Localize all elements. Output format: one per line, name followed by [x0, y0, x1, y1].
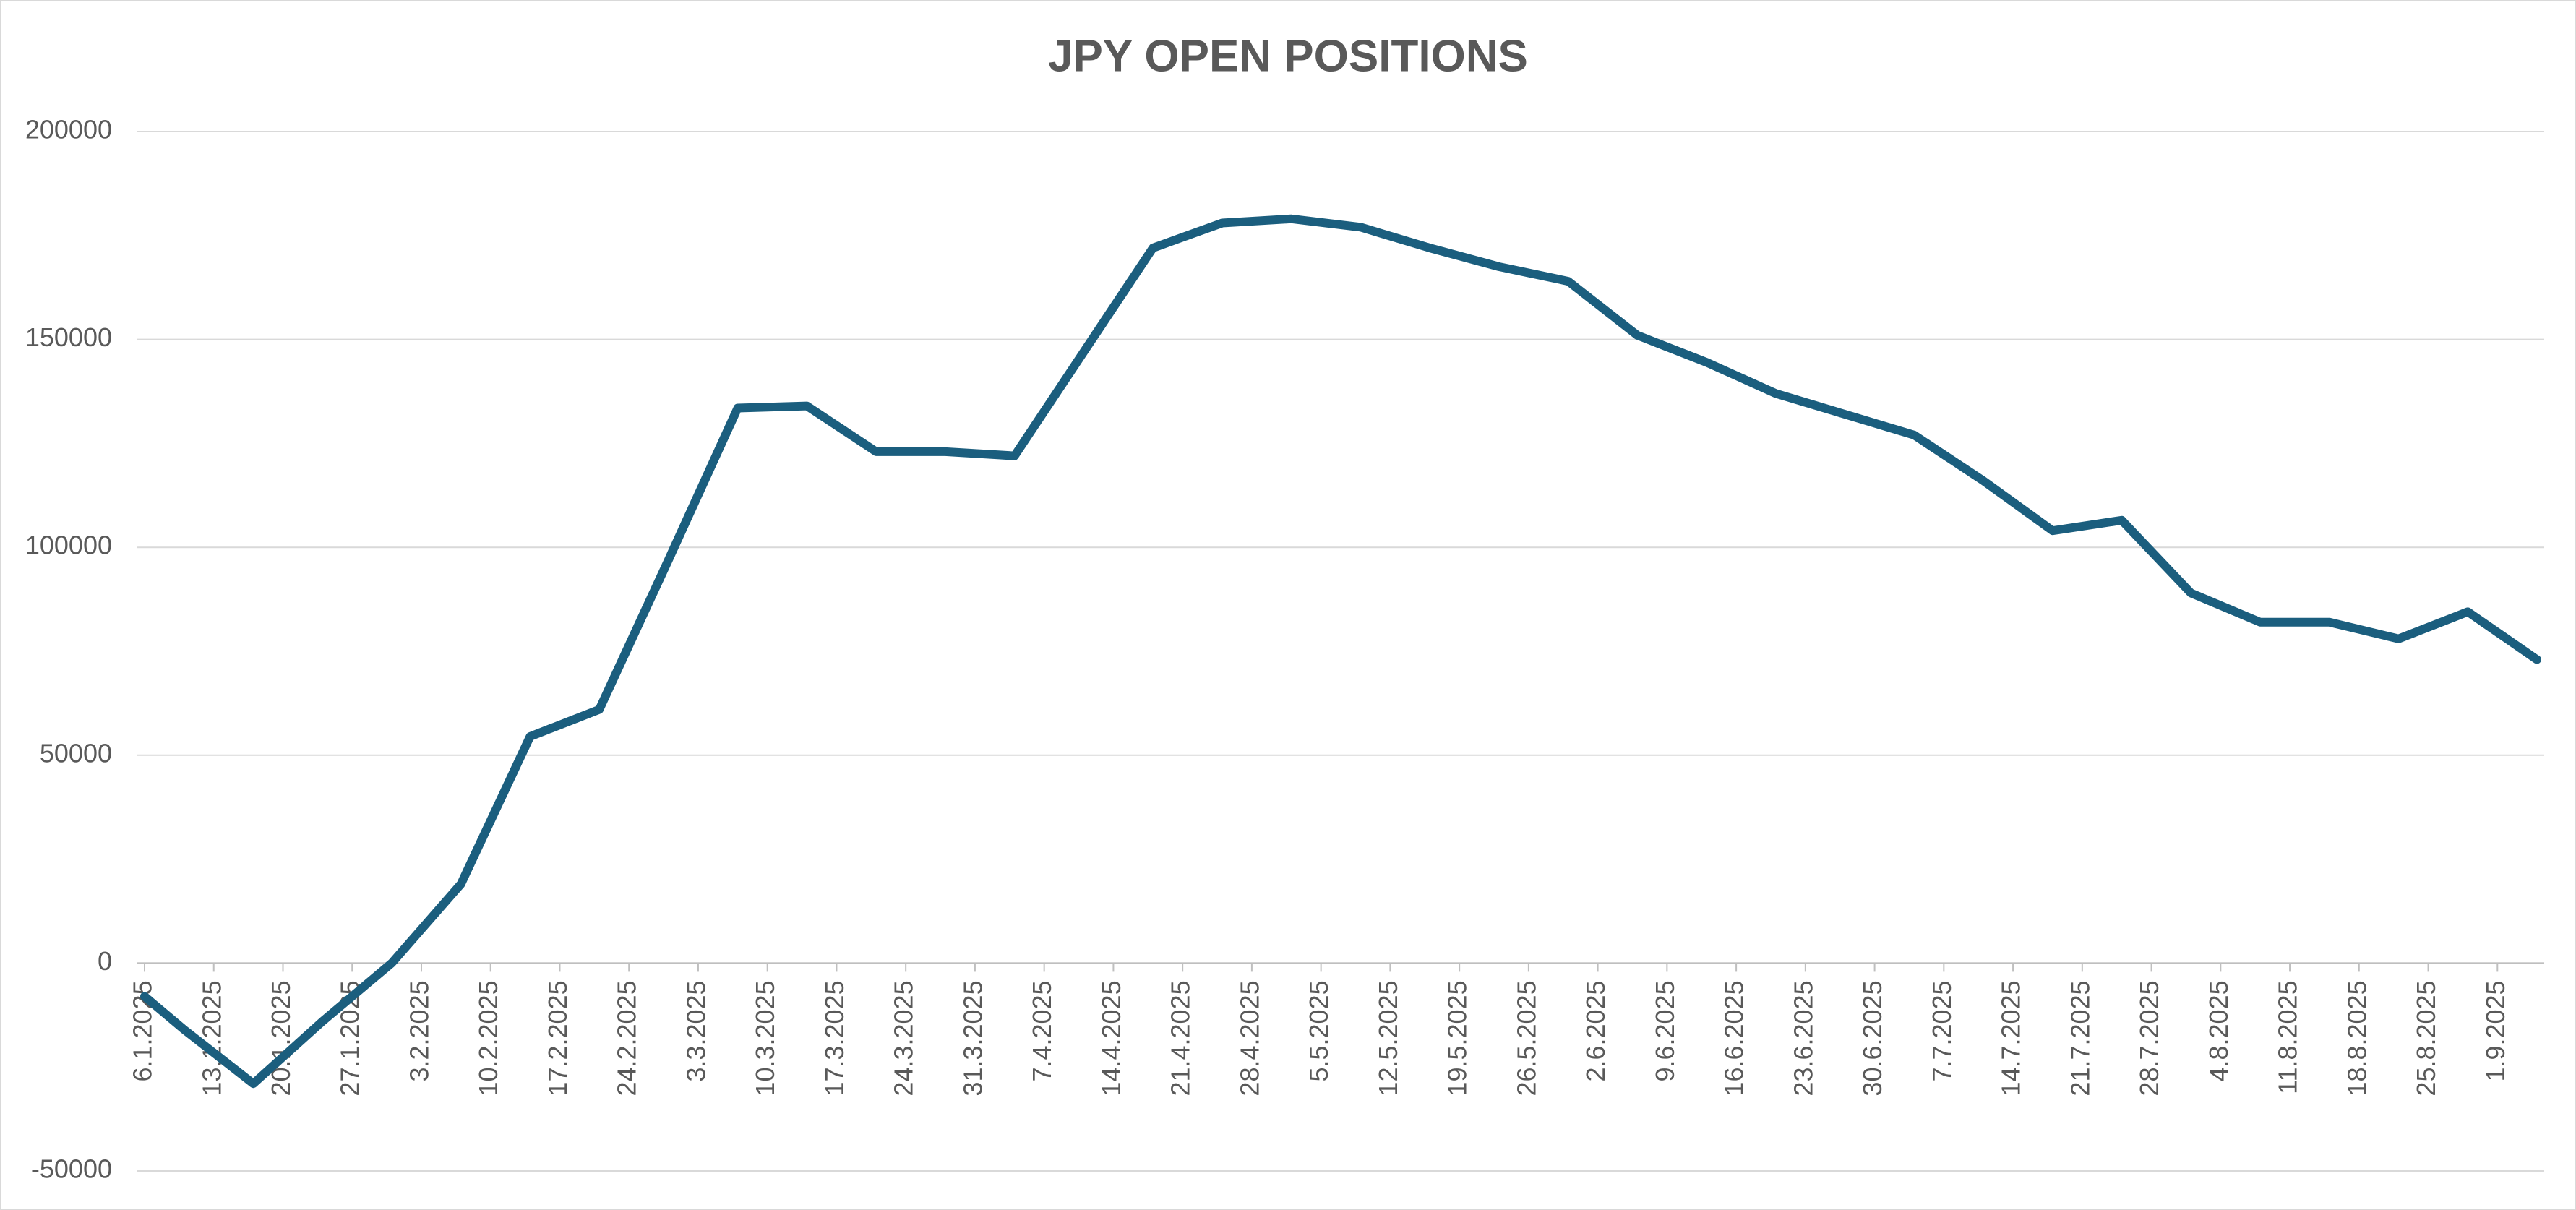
x-tick-label: 3.3.2025 [681, 980, 710, 1081]
y-tick-label: 100000 [25, 531, 112, 560]
y-tick-label: 50000 [40, 738, 112, 768]
x-tick-label: 1.9.2025 [2481, 980, 2510, 1081]
y-tick-label: 150000 [25, 322, 112, 352]
x-tick-label: 7.7.2025 [1927, 980, 1957, 1081]
x-tick-label: 2.6.2025 [1581, 980, 1610, 1081]
x-tick-label: 30.6.2025 [1858, 980, 1887, 1096]
x-tick-label: 25.8.2025 [2411, 980, 2441, 1096]
x-tick-label: 23.6.2025 [1788, 980, 1818, 1096]
x-tick-label: 10.2.2025 [473, 980, 503, 1096]
x-tick-label: 7.4.2025 [1027, 980, 1057, 1081]
x-tick-label: 17.2.2025 [543, 980, 572, 1096]
x-tick-label: 16.6.2025 [1720, 980, 1749, 1096]
x-tick-label: 17.3.2025 [820, 980, 849, 1096]
x-tick-label: 20.1.2025 [266, 980, 296, 1096]
chart-title: JPY OPEN POSITIONS [1048, 31, 1528, 81]
x-tick-label: 26.5.2025 [1511, 980, 1541, 1096]
x-tick-label: 4.8.2025 [2204, 980, 2233, 1081]
x-tick-label: 24.3.2025 [889, 980, 919, 1096]
x-tick-label: 19.5.2025 [1443, 980, 1472, 1096]
x-tick-label: 14.4.2025 [1096, 980, 1126, 1096]
y-tick-label: 200000 [25, 115, 112, 145]
x-tick-label: 28.4.2025 [1235, 980, 1264, 1096]
x-tick-label: 18.8.2025 [2342, 980, 2371, 1096]
x-tick-label: 9.6.2025 [1650, 980, 1680, 1081]
x-tick-label: 12.5.2025 [1373, 980, 1403, 1096]
x-tick-label: 11.8.2025 [2273, 980, 2303, 1094]
y-tick-label: -50000 [31, 1154, 112, 1184]
x-tick-label: 31.3.2025 [958, 980, 987, 1096]
x-tick-label: 3.2.2025 [404, 980, 434, 1081]
series-line [140, 214, 2541, 1089]
x-tick-label: 14.7.2025 [1996, 980, 2026, 1096]
x-tick-label: 28.7.2025 [2134, 980, 2164, 1096]
x-tick-label: 24.2.2025 [612, 980, 642, 1096]
x-tick-label: 10.3.2025 [750, 980, 780, 1096]
x-tick-label: 5.5.2025 [1304, 980, 1334, 1081]
y-tick-label: 0 [98, 946, 112, 976]
x-tick-label: 21.7.2025 [2065, 980, 2095, 1096]
x-tick-label: 21.4.2025 [1166, 980, 1195, 1096]
